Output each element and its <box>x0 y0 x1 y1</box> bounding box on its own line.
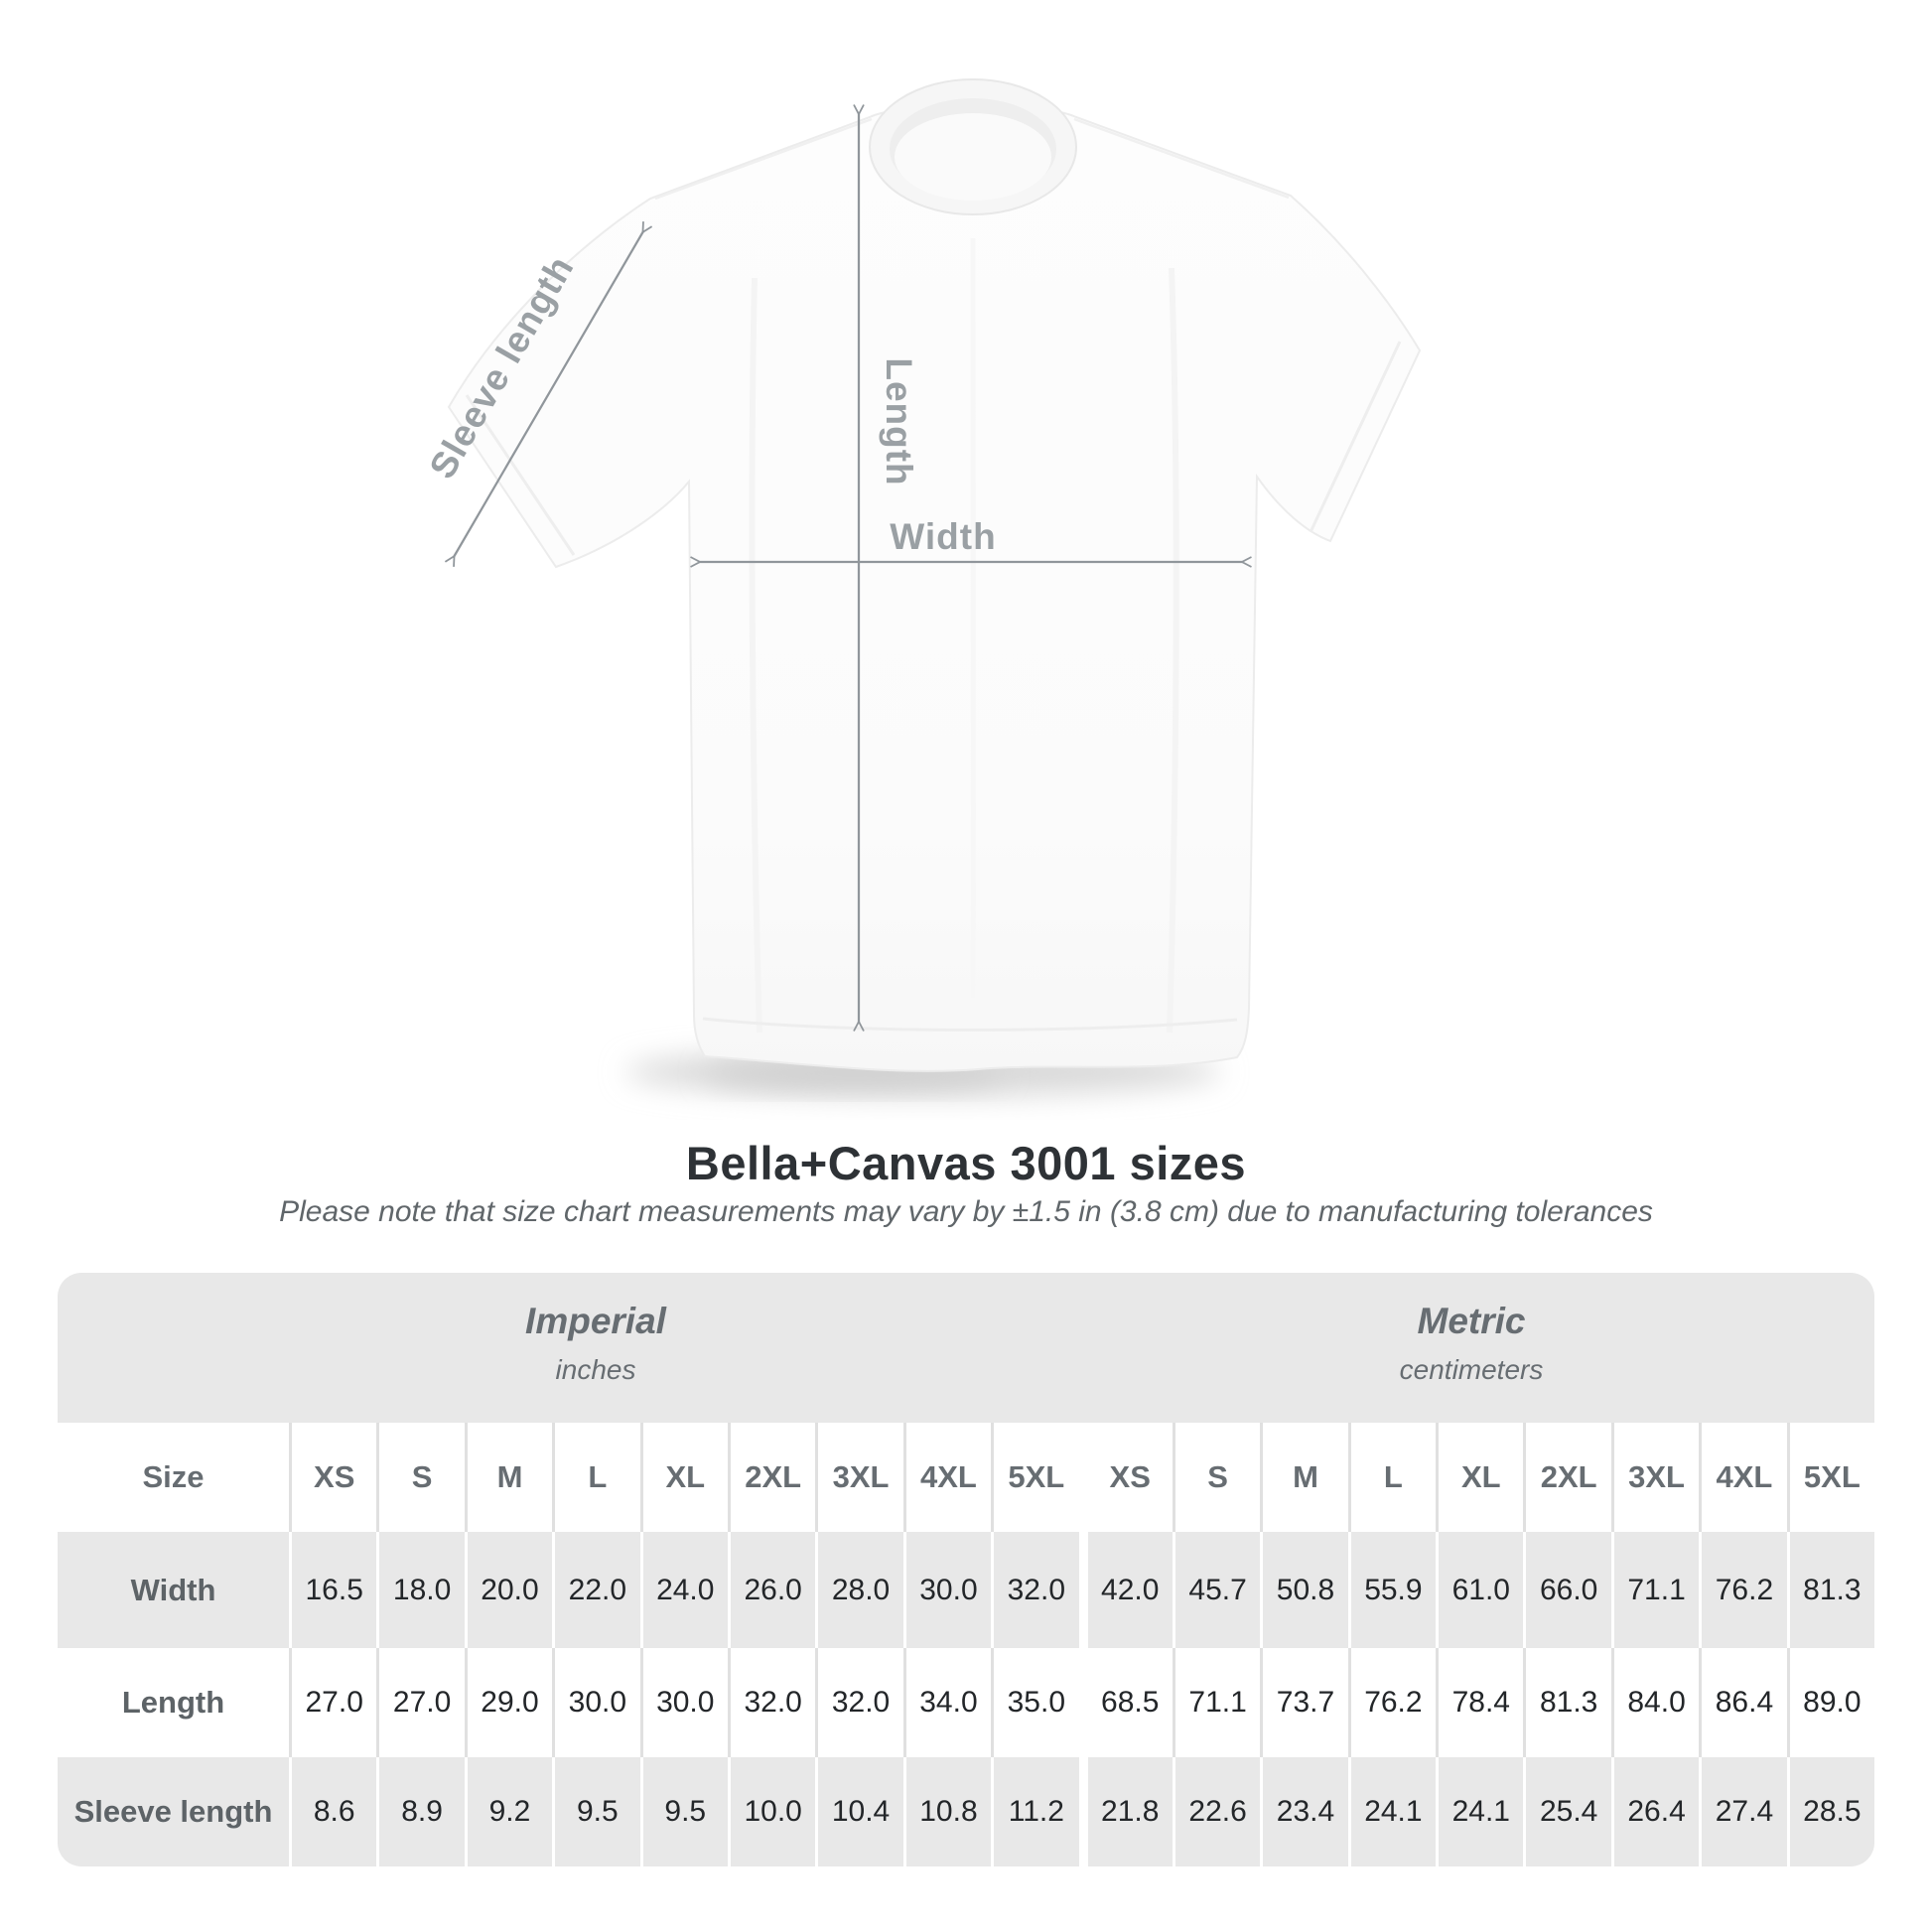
table-row: Width 16.5 18.0 20.0 22.0 24.0 26.0 28.0 30.0 32.… <box>58 1532 1875 1648</box>
tolerance-note: Please note that size chart measurements… <box>279 1195 1653 1228</box>
size-column-header: 2XL <box>727 1423 816 1532</box>
size-column-header: M <box>1260 1423 1348 1532</box>
size-column-header: 2XL <box>1523 1423 1611 1532</box>
size-header-cell: Size <box>58 1423 289 1532</box>
measurement-cell: 27.0 <box>376 1648 465 1757</box>
measurement-cell: 28.0 <box>815 1532 903 1648</box>
measurement-cell: 45.7 <box>1172 1532 1261 1648</box>
size-column-header: L <box>552 1423 640 1532</box>
size-column-header: 5XL <box>1786 1423 1875 1532</box>
measurement-cell: 26.0 <box>727 1532 816 1648</box>
measurement-cell: 35.0 <box>991 1648 1079 1757</box>
measurement-cell: 24.1 <box>1436 1757 1524 1866</box>
measurement-cell: 71.1 <box>1172 1648 1261 1757</box>
imperial-unit: inches <box>555 1354 636 1385</box>
measurements-grid: Size XS S M L XL 2XL 3XL 4XL 5XL XS S M L XL 2XL 3XL 4XL 5… <box>58 1423 1875 1866</box>
measurement-cell: 10.4 <box>815 1757 903 1866</box>
metric-unit: centimeters <box>1399 1354 1544 1385</box>
measurement-cell: 76.2 <box>1347 1648 1437 1757</box>
measurement-cell: 24.0 <box>639 1532 728 1648</box>
size-column-header: 4XL <box>902 1423 992 1532</box>
width-label: Width <box>890 516 996 557</box>
measurement-cell: 30.0 <box>902 1532 992 1648</box>
measurement-cell: 81.3 <box>1523 1648 1611 1757</box>
measurement-cell: 10.8 <box>902 1757 992 1866</box>
measurement-cell: 8.6 <box>289 1757 377 1866</box>
measurement-cell: 42.0 <box>1078 1532 1173 1648</box>
measurement-cell: 22.0 <box>552 1532 640 1648</box>
measurement-cell: 9.2 <box>464 1757 553 1866</box>
measurement-cell: 27.4 <box>1699 1757 1787 1866</box>
size-column-header: M <box>464 1423 553 1532</box>
measurement-cell: 8.9 <box>376 1757 465 1866</box>
measurement-cell: 9.5 <box>639 1757 728 1866</box>
measurement-cell: 24.1 <box>1347 1757 1437 1866</box>
row-label: Length <box>58 1648 289 1757</box>
size-column-header: 3XL <box>1610 1423 1700 1532</box>
measurement-cell: 16.5 <box>289 1532 377 1648</box>
size-column-header: S <box>1172 1423 1261 1532</box>
imperial-label: Imperial <box>525 1301 666 1341</box>
measurement-cell: 30.0 <box>552 1648 640 1757</box>
measurement-cell: 84.0 <box>1610 1648 1700 1757</box>
table-row: Length 27.0 27.0 29.0 30.0 30.0 32.0 32.0 34.0 35… <box>58 1648 1875 1757</box>
measurement-cell: 73.7 <box>1260 1648 1348 1757</box>
size-column-header: XL <box>639 1423 728 1532</box>
measurement-cell: 76.2 <box>1699 1532 1787 1648</box>
measurement-cell: 23.4 <box>1260 1757 1348 1866</box>
metric-label: Metric <box>1417 1301 1526 1341</box>
measurement-cell: 10.0 <box>727 1757 816 1866</box>
measurement-cell: 9.5 <box>552 1757 640 1866</box>
table-row: Sleeve length 8.6 8.9 9.2 9.5 9.5 10.0 10.4 10.8… <box>58 1757 1874 1866</box>
measurement-cell: 32.0 <box>815 1648 903 1757</box>
sleeve-length-arrow <box>454 231 643 557</box>
size-column-header: XS <box>289 1423 377 1532</box>
size-column-header: 5XL <box>991 1423 1079 1532</box>
measurement-cell: 22.6 <box>1172 1757 1261 1866</box>
measurement-cell: 30.0 <box>639 1648 728 1757</box>
measurement-cell: 11.2 <box>991 1757 1079 1866</box>
measurement-cell: 20.0 <box>464 1532 553 1648</box>
measurement-cell: 34.0 <box>902 1648 992 1757</box>
measurement-cell: 32.0 <box>991 1532 1079 1648</box>
size-column-header: L <box>1347 1423 1437 1532</box>
measurement-cell: 50.8 <box>1260 1532 1348 1648</box>
measurement-cell: 68.5 <box>1078 1648 1173 1757</box>
page-title: Bella+Canvas 3001 sizes <box>685 1137 1247 1189</box>
measurement-cell: 28.5 <box>1786 1757 1874 1866</box>
measurement-cell: 55.9 <box>1347 1532 1437 1648</box>
tshirt-diagram: Sleeve length Length Width <box>422 78 1422 1096</box>
measurement-cell: 25.4 <box>1523 1757 1611 1866</box>
measurement-cell: 81.3 <box>1786 1532 1875 1648</box>
size-column-header: XS <box>1078 1423 1173 1532</box>
measurement-cell: 86.4 <box>1699 1648 1787 1757</box>
measurement-cell: 27.0 <box>289 1648 377 1757</box>
table-header-row: Size XS S M L XL 2XL 3XL 4XL 5XL XS S M L XL 2XL 3XL 4XL 5… <box>58 1423 1875 1532</box>
measurement-cell: 89.0 <box>1786 1648 1875 1757</box>
measurement-cell: 18.0 <box>376 1532 465 1648</box>
size-column-header: 4XL <box>1699 1423 1787 1532</box>
size-column-header: 3XL <box>815 1423 903 1532</box>
row-label: Width <box>58 1532 289 1648</box>
measurement-cell: 32.0 <box>727 1648 816 1757</box>
imperial-section-header: Imperial inches <box>525 1301 666 1386</box>
measurement-cell: 61.0 <box>1436 1532 1524 1648</box>
tshirt-graphic <box>447 78 1422 1072</box>
measurement-cell: 21.8 <box>1078 1757 1173 1866</box>
measurement-cell: 66.0 <box>1523 1532 1611 1648</box>
measurement-cell: 26.4 <box>1610 1757 1700 1866</box>
units-band: Imperial inches Metric centimeters <box>58 1273 1874 1423</box>
measurement-cell: 78.4 <box>1436 1648 1524 1757</box>
measurement-cell: 71.1 <box>1610 1532 1700 1648</box>
measurement-cell: 29.0 <box>464 1648 553 1757</box>
size-column-header: S <box>376 1423 465 1532</box>
metric-section-header: Metric centimeters <box>1400 1301 1544 1386</box>
size-table: Imperial inches Metric centimeters Size X… <box>58 1273 1875 1866</box>
row-label: Sleeve length <box>58 1757 289 1866</box>
length-label: Length <box>879 357 919 485</box>
size-column-header: XL <box>1436 1423 1524 1532</box>
